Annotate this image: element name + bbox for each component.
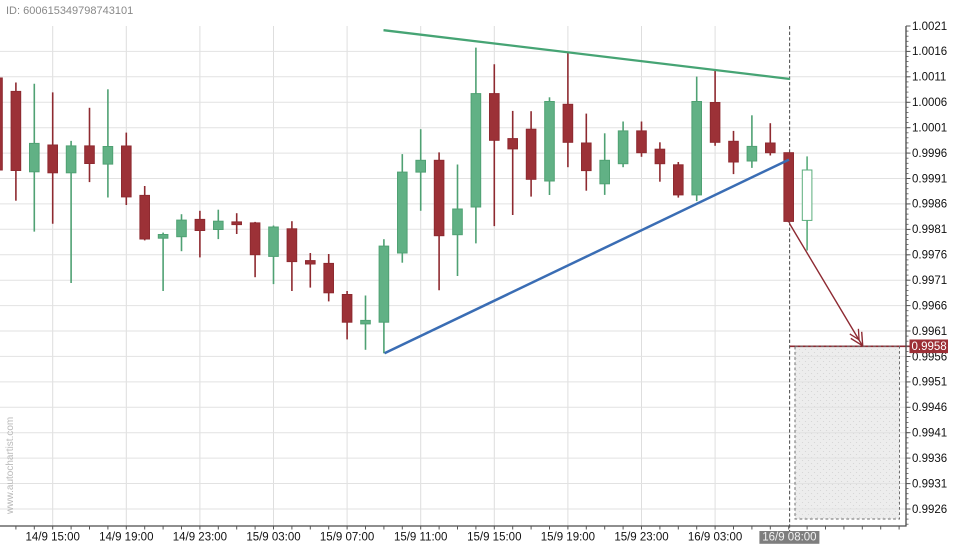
svg-text:1.0001: 1.0001 (912, 123, 947, 135)
svg-text:15/9 19:00: 15/9 19:00 (541, 532, 595, 544)
svg-text:15/9 11:00: 15/9 11:00 (394, 532, 448, 544)
svg-text:16/9 08:00: 16/9 08:00 (762, 532, 816, 544)
svg-text:16/9 03:00: 16/9 03:00 (688, 532, 742, 544)
svg-text:0.9966: 0.9966 (912, 300, 947, 312)
svg-text:14/9 15:00: 14/9 15:00 (26, 532, 80, 544)
svg-text:15/9 23:00: 15/9 23:00 (614, 532, 668, 544)
svg-text:15/9 15:00: 15/9 15:00 (467, 532, 521, 544)
svg-text:0.9981: 0.9981 (912, 224, 947, 236)
svg-text:ID: 600615349798743101: ID: 600615349798743101 (6, 5, 133, 17)
svg-text:15/9 03:00: 15/9 03:00 (246, 532, 300, 544)
svg-text:0.9951: 0.9951 (912, 377, 947, 389)
svg-text:14/9 23:00: 14/9 23:00 (173, 532, 227, 544)
svg-text:0.9996: 0.9996 (912, 148, 947, 160)
svg-text:0.9946: 0.9946 (912, 402, 947, 414)
svg-text:0.9956: 0.9956 (912, 351, 947, 363)
svg-text:0.9958: 0.9958 (912, 341, 947, 353)
svg-text:0.9991: 0.9991 (912, 173, 947, 185)
svg-text:1.0016: 1.0016 (912, 46, 947, 58)
svg-text:0.9931: 0.9931 (912, 478, 947, 490)
svg-text:1.0006: 1.0006 (912, 97, 947, 109)
svg-text:0.9936: 0.9936 (912, 453, 947, 465)
svg-text:0.9941: 0.9941 (912, 428, 947, 440)
svg-text:0.9971: 0.9971 (912, 275, 947, 287)
svg-text:0.9986: 0.9986 (912, 199, 947, 211)
svg-text:15/9 07:00: 15/9 07:00 (320, 532, 374, 544)
svg-text:www.autochartist.com: www.autochartist.com (5, 417, 16, 515)
svg-text:0.9976: 0.9976 (912, 250, 947, 262)
svg-text:14/9 19:00: 14/9 19:00 (99, 532, 153, 544)
svg-text:0.9926: 0.9926 (912, 504, 947, 516)
svg-text:1.0021: 1.0021 (912, 21, 947, 33)
svg-text:0.9961: 0.9961 (912, 326, 947, 338)
svg-text:1.0011: 1.0011 (912, 72, 946, 84)
